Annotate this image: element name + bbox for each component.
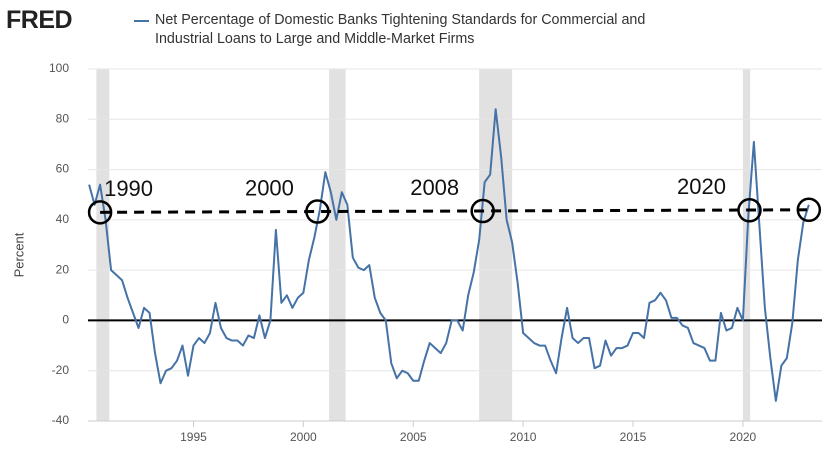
marker-circle (737, 198, 762, 223)
x-tick-label: 2020 (730, 430, 757, 444)
x-tick-label: 1995 (180, 430, 207, 444)
x-tick-label: 2010 (510, 430, 537, 444)
marker-circle (87, 200, 113, 225)
recession-shade (96, 69, 110, 421)
series-line (88, 108, 810, 402)
legend-text: Net Percentage of Domestic Banks Tighten… (155, 12, 646, 47)
marker-circle (305, 199, 330, 224)
y-tick-label: 100 (49, 61, 69, 75)
x-tick-label: 2000 (290, 430, 317, 444)
marker-circle (470, 198, 495, 224)
marker-label: 2000 (245, 175, 294, 200)
y-tick-label: 80 (56, 111, 70, 125)
recession-shade (479, 69, 513, 421)
legend-swatch (134, 20, 149, 22)
reference-line (100, 208, 809, 214)
y-axis-label: Percent (11, 232, 26, 277)
marker-label: 1990 (104, 176, 153, 201)
y-tick-label: -40 (52, 413, 70, 427)
logo: FRED (6, 6, 73, 34)
y-tick-label: 20 (56, 262, 70, 276)
y-tick-label: 40 (56, 212, 70, 226)
y-tick-label: 0 (62, 313, 69, 327)
recession-shade (329, 69, 346, 421)
marker-label: 2008 (410, 175, 459, 200)
y-tick-label: -20 (52, 363, 70, 377)
marker-label: 2020 (677, 174, 726, 199)
marker-circle (796, 197, 822, 223)
x-tick-label: 2015 (620, 430, 647, 444)
y-tick-label: 60 (56, 162, 70, 176)
x-tick-label: 2005 (400, 430, 427, 444)
